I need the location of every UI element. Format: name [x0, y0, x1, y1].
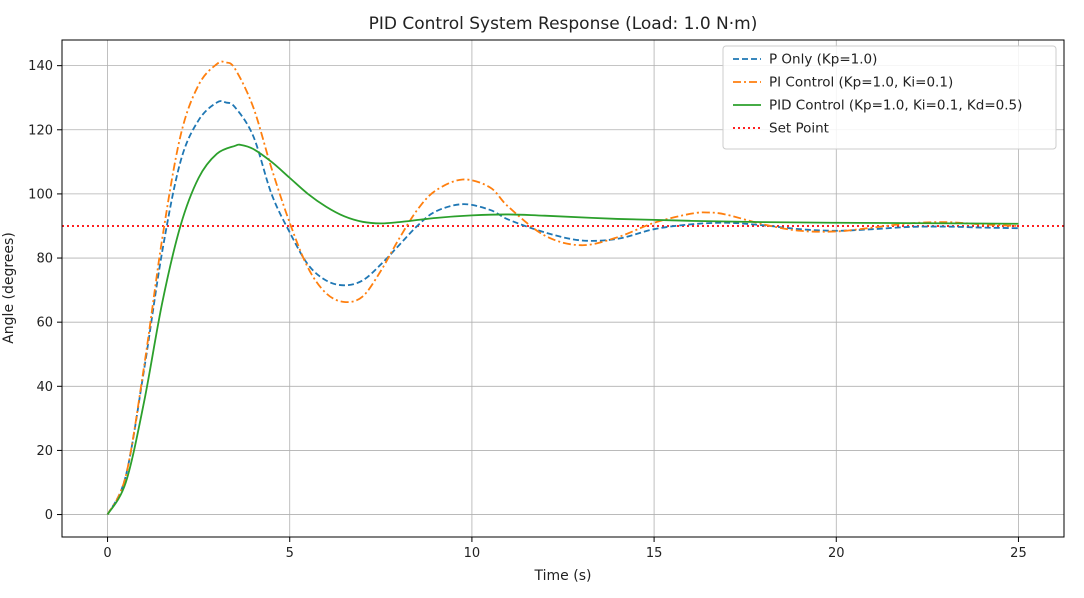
- y-tick-label: 40: [36, 380, 53, 395]
- chart-title: PID Control System Response (Load: 1.0 N…: [369, 14, 758, 34]
- x-tick-label: 5: [286, 546, 294, 561]
- axis-ticks: 0 5 10 15 20 25 0 20 40 60 80 100 120 140: [28, 59, 1027, 561]
- legend-label-1: PI Control (Kp=1.0, Ki=0.1): [769, 75, 953, 91]
- series-line-0: [106, 100, 1019, 515]
- legend: P Only (Kp=1.0) PI Control (Kp=1.0, Ki=0.…: [722, 45, 1057, 150]
- x-axis-label: Time (s): [534, 568, 592, 584]
- legend-label-2: PID Control (Kp=1.0, Ki=0.1, Kd=0.5): [769, 98, 1022, 114]
- x-tick-label: 25: [1010, 546, 1027, 561]
- y-tick-label: 100: [28, 187, 53, 202]
- y-tick-label: 20: [36, 444, 53, 459]
- plot-frame: [61, 39, 1065, 538]
- x-tick-label: 20: [828, 546, 845, 561]
- legend-label-0: P Only (Kp=1.0): [769, 52, 877, 68]
- x-tick-label: 15: [646, 546, 663, 561]
- legend-label-3: Set Point: [769, 121, 829, 137]
- y-tick-label: 140: [28, 59, 53, 74]
- grid: [62, 40, 1064, 537]
- y-tick-label: 80: [36, 252, 53, 267]
- y-axis-label: Angle (degrees): [1, 232, 17, 344]
- series-layer: [62, 60, 1064, 516]
- y-tick-label: 60: [36, 316, 53, 331]
- y-tick-label: 120: [28, 123, 53, 138]
- x-tick-label: 0: [103, 546, 111, 561]
- y-tick-label: 0: [45, 508, 53, 523]
- series-line-1: [106, 60, 1019, 515]
- series-line-2: [106, 143, 1019, 516]
- x-tick-label: 10: [464, 546, 481, 561]
- legend-box: [722, 45, 1057, 150]
